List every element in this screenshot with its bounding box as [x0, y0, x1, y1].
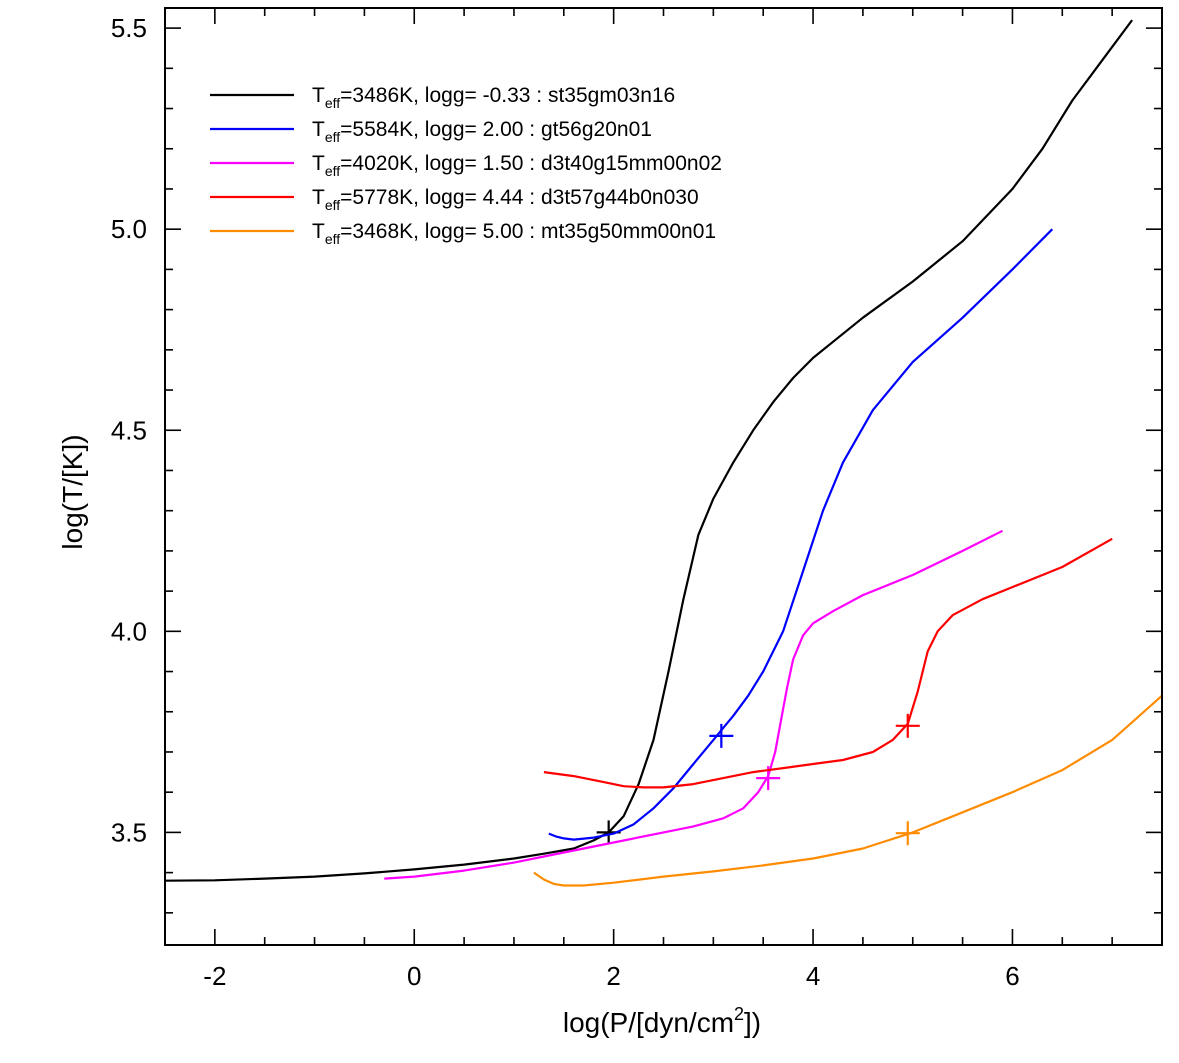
legend-entry-2-sub: eff: [325, 129, 340, 145]
x-tick-label: 6: [1005, 961, 1019, 991]
legend-entry-3-pre: T: [312, 152, 325, 175]
x-axis-label-base: log(P/[dyn/cm: [563, 1007, 734, 1038]
series-line-4: [543, 537, 1113, 789]
y-tick-label: 5.5: [111, 13, 147, 43]
series-line-3: [384, 529, 1003, 880]
plot-frame: [164, 7, 1163, 946]
legend-entry-1-sub: eff: [325, 95, 340, 111]
x-axis-label-sup: 2: [734, 1004, 744, 1024]
x-tick-label: 4: [806, 961, 820, 991]
legend-entry-3-sub: eff: [325, 163, 340, 179]
legend-entry-5-post: =3468K, logg= 5.00 : mt35g50mm00n01: [340, 220, 716, 243]
legend-entry-4-sub: eff: [325, 197, 340, 213]
y-tick-label: 4.5: [111, 415, 147, 445]
legend-entry-2-pre: T: [312, 118, 325, 141]
x-axis-label-tail: ]): [744, 1007, 761, 1038]
legend-entry-1-post: =3486K, logg= -0.33 : st35gm03n16: [340, 84, 675, 107]
y-tick-label: 3.5: [111, 817, 147, 847]
series-layer: [165, 19, 1162, 887]
x-tick-label: -2: [203, 961, 226, 991]
legend-entry-2: Teff=5584K, logg= 2.00 : gt56g20n01: [312, 118, 652, 145]
legend-entry-4-pre: T: [312, 186, 325, 209]
legend-entry-1: Teff=3486K, logg= -0.33 : st35gm03n16: [312, 84, 675, 111]
legend-entry-4-post: =5778K, logg= 4.44 : d3t57g44b0n030: [340, 186, 699, 209]
legend-entry-2-post: =5584K, logg= 2.00 : gt56g20n01: [340, 118, 652, 141]
legend-entry-5-sub: eff: [325, 231, 340, 247]
legend-entry-5: Teff=3468K, logg= 5.00 : mt35g50mm00n01: [312, 220, 716, 247]
x-tick-label: 2: [606, 961, 620, 991]
ticks-layer: -2 0 2 4 6 3.5 4.0 4.5 5.0 5.5: [111, 8, 1163, 991]
x-tick-label: 0: [407, 961, 421, 991]
legend-entry-5-pre: T: [312, 220, 325, 243]
series-line-2: [548, 228, 1054, 841]
legend-entry-3-post: =4020K, logg= 1.50 : d3t40g15mm00n02: [340, 152, 722, 175]
x-axis-label: log(P/[dyn/cm2]): [563, 1004, 761, 1038]
y-tick-label: 4.0: [111, 616, 147, 646]
y-axis-label: log(T/[K]): [57, 434, 88, 549]
legend-entry-4: Teff=5778K, logg= 4.44 : d3t57g44b0n030: [312, 186, 699, 213]
y-tick-label: 5.0: [111, 214, 147, 244]
legend-entry-1-pre: T: [312, 84, 325, 107]
series-line-5: [533, 694, 1162, 887]
series-line-1: [165, 19, 1133, 882]
legend: Teff=3486K, logg= -0.33 : st35gm03n16Tef…: [210, 84, 722, 247]
legend-entry-3: Teff=4020K, logg= 1.50 : d3t40g15mm00n02: [312, 152, 722, 179]
